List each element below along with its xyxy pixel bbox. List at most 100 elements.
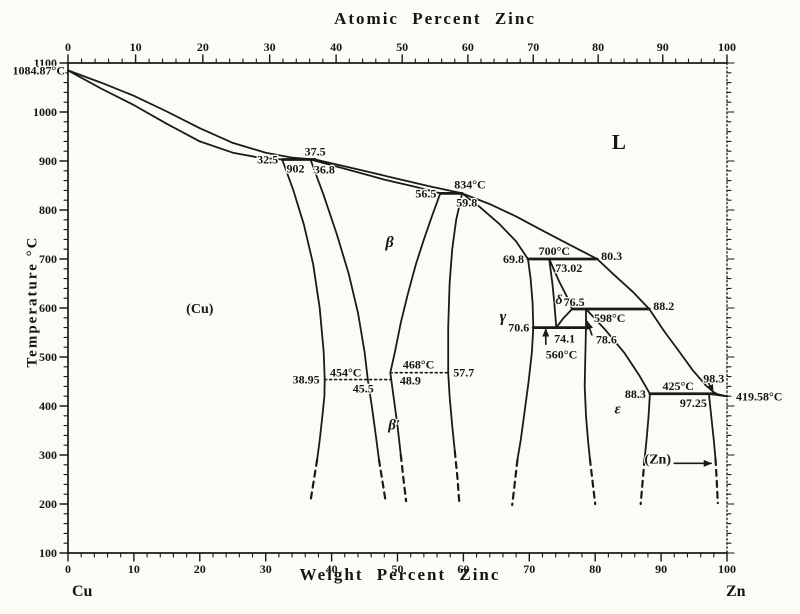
zn-endpoint-label: Zn: [726, 583, 746, 600]
cu-endpoint-label: Cu: [72, 583, 93, 600]
curve-beta-left: [309, 158, 380, 461]
curve-beta-liquidus: [314, 158, 463, 195]
left-tick-label: 1100: [34, 56, 57, 70]
annotation-73.02: 73.02: [555, 261, 582, 275]
curve-eta-left-tail: [714, 457, 719, 505]
top-tick-label: 60: [462, 40, 474, 54]
annotation-74.1: 74.1: [554, 332, 575, 346]
phase-label-(Cu): (Cu): [186, 302, 214, 317]
left-tick-label: 100: [39, 546, 57, 560]
top-tick-label: 20: [197, 40, 209, 54]
curve-gamma-solidus: [461, 192, 529, 260]
annotation-56.5: 56.5: [415, 186, 436, 200]
curve-gamma-right: [516, 258, 535, 461]
left-tick-label: 400: [39, 399, 57, 413]
curve-delta-left: [548, 258, 558, 329]
annotation-45.5: 45.5: [353, 382, 374, 396]
left-tick-label: 200: [39, 497, 57, 511]
top-tick-label: 80: [592, 40, 604, 54]
curve-alpha-solidus: [67, 69, 284, 161]
curve-alpha-solvus: [281, 158, 326, 461]
curve-beta-solidus: [309, 158, 442, 195]
top-axis-title: Atomic Percent Zinc: [334, 9, 536, 28]
curve-alpha-liquidus: [67, 69, 316, 161]
phase-label-(Zn): (Zn): [645, 452, 672, 467]
left-tick-label: 600: [39, 301, 57, 315]
arrow-to-98-3: [706, 382, 714, 394]
bottom-tick-label: 90: [655, 562, 667, 576]
bottom-tick-label: 100: [718, 562, 736, 576]
left-tick-label: 900: [39, 154, 57, 168]
annotation-425°C: 425°C: [662, 379, 693, 393]
phase-label-L: L: [612, 130, 626, 154]
phase-label-β′: β′: [387, 418, 400, 434]
bottom-axis-title: Weight Percent Zinc: [299, 565, 501, 584]
top-tick-label: 10: [130, 40, 142, 54]
phase-label-γ: γ: [500, 309, 507, 326]
annotation-98.3: 98.3: [703, 371, 724, 385]
annotation-97.25: 97.25: [680, 396, 707, 410]
curve-epsilon-solidus: [585, 308, 651, 395]
annotation-560°C: 560°C: [546, 348, 577, 362]
annotation-78.6: 78.6: [596, 333, 617, 347]
annotation-76.5: 76.5: [564, 295, 585, 309]
annotation-419.58°C: 419.58°C: [736, 389, 782, 403]
bottom-tick-label: 30: [260, 562, 272, 576]
curve-epsilon-left: [583, 308, 591, 460]
annotation-88.3: 88.3: [625, 387, 646, 401]
curve-beta-left-tail: [377, 458, 387, 503]
annotation-69.8: 69.8: [503, 252, 524, 266]
annotation-37.5: 37.5: [305, 145, 326, 159]
annotation-36.8: 36.8: [314, 163, 335, 177]
annotation-48.9: 48.9: [400, 374, 421, 388]
annotation-57.7: 57.7: [453, 366, 474, 380]
bottom-tick-label: 70: [523, 562, 535, 576]
bottom-tick-label: 50: [392, 562, 404, 576]
top-tick-label: 100: [718, 40, 736, 54]
arrow-to-78-6: [586, 320, 594, 336]
left-tick-label: 700: [39, 252, 57, 266]
curve-alpha-solvus-tail: [309, 458, 319, 503]
curve-gamma-left-tail: [453, 450, 461, 506]
curve-gamma-right-tail: [511, 458, 519, 507]
curve-epsilon-left-tail: [588, 457, 597, 506]
bottom-tick-label: 80: [589, 562, 601, 576]
annotation-38.95: 38.95: [293, 373, 320, 387]
left-tick-label: 300: [39, 448, 57, 462]
annotation-468°C: 468°C: [403, 358, 434, 372]
curve-gamma-left: [447, 192, 463, 452]
bottom-tick-label: 40: [326, 562, 338, 576]
curve-epsilon-right-tail: [639, 457, 646, 506]
annotation-1084.87°C: 1084.87°C: [13, 63, 65, 77]
left-tick-label: 1000: [33, 105, 57, 119]
annotation-88.2: 88.2: [653, 299, 674, 313]
left-tick-label: 500: [39, 350, 57, 364]
bottom-tick-label: 60: [457, 562, 469, 576]
top-tick-label: 50: [396, 40, 408, 54]
annotation-454°C: 454°C: [330, 366, 361, 380]
annotation-834°C: 834°C: [454, 177, 485, 191]
annotation-598°C: 598°C: [594, 311, 625, 325]
annotation-700°C: 700°C: [539, 244, 570, 258]
top-tick-label: 70: [527, 40, 539, 54]
bottom-tick-label: 20: [194, 562, 206, 576]
top-tick-label: 40: [330, 40, 342, 54]
phase-label-β: β: [384, 234, 394, 251]
top-tick-label: 30: [264, 40, 276, 54]
curve-delta-solidus: [548, 258, 573, 310]
annotation-80.3: 80.3: [601, 249, 622, 263]
curve-epsilon-right: [643, 392, 651, 460]
top-tick-label: 90: [657, 40, 669, 54]
curve-eta-left: [708, 392, 717, 460]
annotation-32.5: 32.5: [257, 153, 278, 167]
curve-delta-liquidus: [596, 258, 651, 310]
bottom-tick-label: 0: [65, 562, 71, 576]
annotation-902: 902: [286, 162, 304, 176]
curve-gamma-liquidus: [461, 192, 599, 260]
phase-label-δ: δ: [555, 293, 562, 308]
bottom-tick-label: 10: [128, 562, 140, 576]
curve-delta-eutectoid-right: [555, 308, 573, 329]
left-tick-label: 800: [39, 203, 57, 217]
